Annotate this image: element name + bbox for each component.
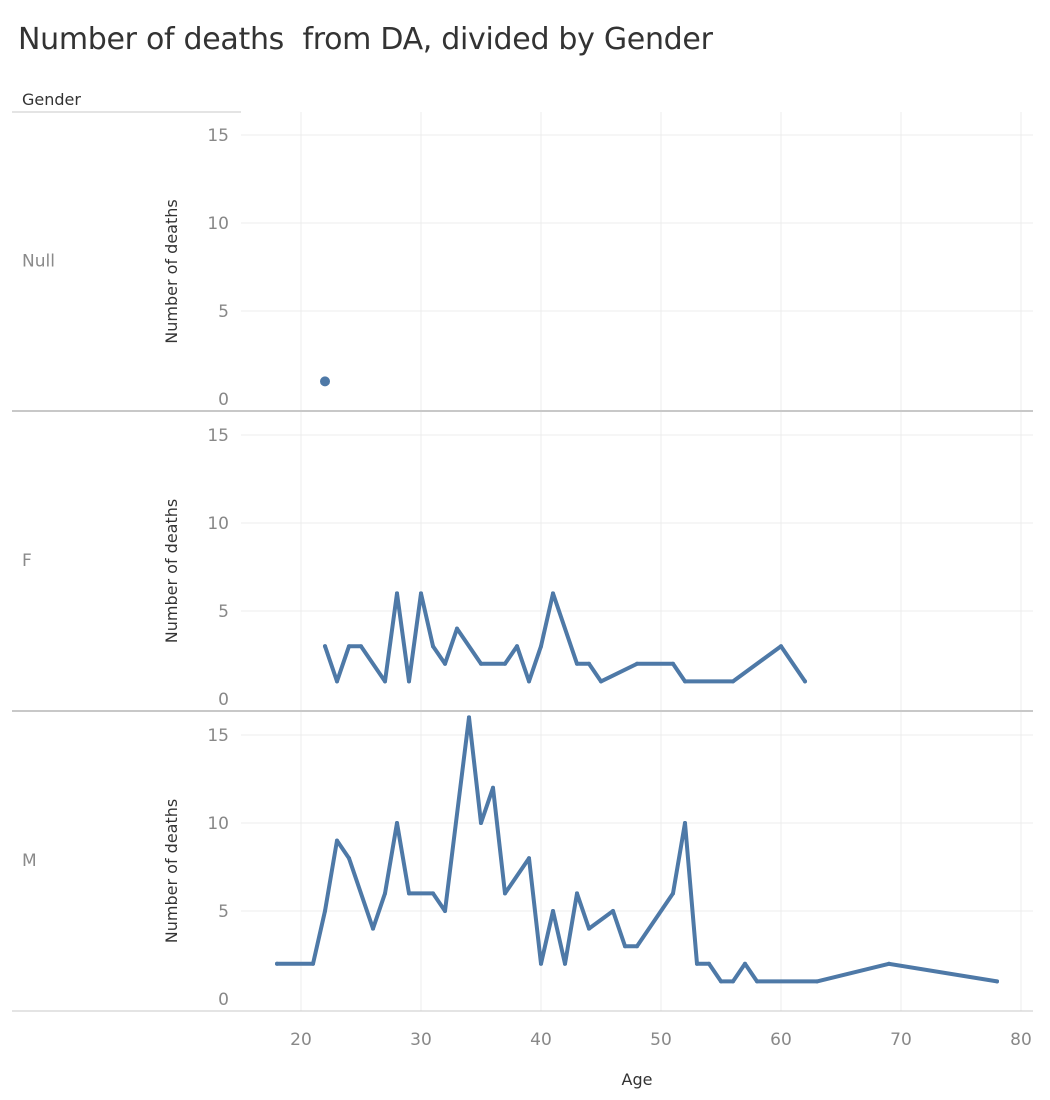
y-tick-label: 15	[207, 426, 229, 446]
data-point	[803, 679, 807, 684]
x-tick-label: 30	[410, 1030, 432, 1050]
data-point	[383, 891, 387, 896]
data-point	[443, 661, 447, 666]
data-point	[479, 821, 483, 825]
data-point	[575, 891, 579, 896]
chart-title: Number of deaths from DA, divided by Gen…	[18, 22, 713, 57]
data-point	[431, 891, 435, 896]
data-point	[587, 926, 591, 931]
y-tick-label: 0	[218, 690, 229, 710]
data-point	[515, 644, 519, 649]
data-point	[335, 679, 339, 684]
data-point	[671, 661, 675, 666]
data-point	[527, 679, 531, 684]
data-point	[407, 891, 411, 896]
x-tick-label: 70	[890, 1030, 912, 1050]
data-point	[707, 961, 711, 966]
frame-layer	[12, 111, 1033, 1012]
data-point	[347, 856, 351, 861]
data-point	[503, 891, 507, 896]
x-axis-title: Age	[622, 1070, 653, 1089]
x-tick-label: 20	[290, 1030, 312, 1050]
series-line-m	[275, 715, 999, 984]
series-line-f	[323, 591, 807, 684]
data-point	[599, 679, 603, 684]
data-point	[335, 838, 339, 843]
data-point	[395, 591, 399, 596]
axis-layer: 0 5 10 15 Number of deaths Null 0 5 10 15 Number o…	[22, 126, 1032, 1050]
data-point	[671, 891, 675, 896]
data-point	[755, 979, 759, 984]
panel-label-null: Null	[22, 252, 55, 272]
data-point	[587, 661, 591, 666]
grid-layer	[241, 112, 1033, 1011]
x-tick-label: 80	[1010, 1030, 1032, 1050]
data-point	[455, 626, 459, 631]
y-tick-label: 10	[207, 514, 229, 534]
data-point	[347, 644, 351, 649]
data-point	[539, 644, 543, 649]
data-point	[623, 944, 627, 949]
data-point	[419, 591, 423, 596]
marks-layer	[275, 376, 999, 984]
y-tick-label: 5	[218, 902, 229, 922]
x-tick-label: 60	[770, 1030, 792, 1050]
data-point	[683, 679, 687, 684]
data-point	[383, 679, 387, 684]
x-tick-label: 50	[650, 1030, 672, 1050]
facet-header: Gender	[22, 90, 81, 109]
y-tick-label: 5	[218, 302, 229, 322]
data-point	[743, 961, 747, 966]
data-point	[323, 909, 327, 913]
data-point	[311, 961, 315, 966]
y-axis-title: Number of deaths	[162, 799, 181, 943]
data-point	[320, 376, 330, 387]
y-tick-label: 10	[207, 214, 229, 234]
data-point	[719, 979, 723, 984]
data-point	[695, 961, 699, 966]
y-tick-label: 0	[218, 390, 229, 410]
data-point	[527, 856, 531, 861]
y-axis-title: Number of deaths	[162, 499, 181, 643]
y-tick-label: 10	[207, 814, 229, 834]
data-point	[635, 944, 639, 949]
data-point	[815, 979, 819, 984]
data-point	[563, 961, 567, 966]
data-point	[479, 661, 483, 666]
y-tick-label: 0	[218, 990, 229, 1010]
data-point	[551, 909, 555, 913]
data-point	[611, 909, 615, 913]
data-point	[995, 979, 999, 984]
data-point	[443, 909, 447, 913]
data-point	[575, 661, 579, 666]
data-point	[731, 979, 735, 984]
data-point	[635, 661, 639, 666]
data-point	[539, 961, 543, 966]
x-tick-label: 40	[530, 1030, 552, 1050]
data-point	[371, 926, 375, 931]
data-point	[683, 821, 687, 825]
data-point	[431, 644, 435, 649]
data-point	[731, 679, 735, 684]
data-point	[887, 961, 891, 966]
data-point	[407, 679, 411, 684]
panel-label-f: F	[22, 551, 32, 571]
data-point	[503, 661, 507, 666]
y-tick-label: 5	[218, 602, 229, 622]
data-point	[779, 644, 783, 649]
y-tick-label: 15	[207, 726, 229, 746]
panel-label-m: M	[22, 851, 37, 871]
data-point	[551, 591, 555, 596]
data-point	[359, 644, 363, 649]
data-point	[323, 644, 327, 649]
data-point	[467, 715, 471, 720]
y-axis-title: Number of deaths	[162, 199, 181, 343]
data-point	[395, 821, 399, 825]
data-point	[491, 785, 495, 790]
data-point	[275, 961, 279, 966]
y-tick-label: 15	[207, 126, 229, 146]
